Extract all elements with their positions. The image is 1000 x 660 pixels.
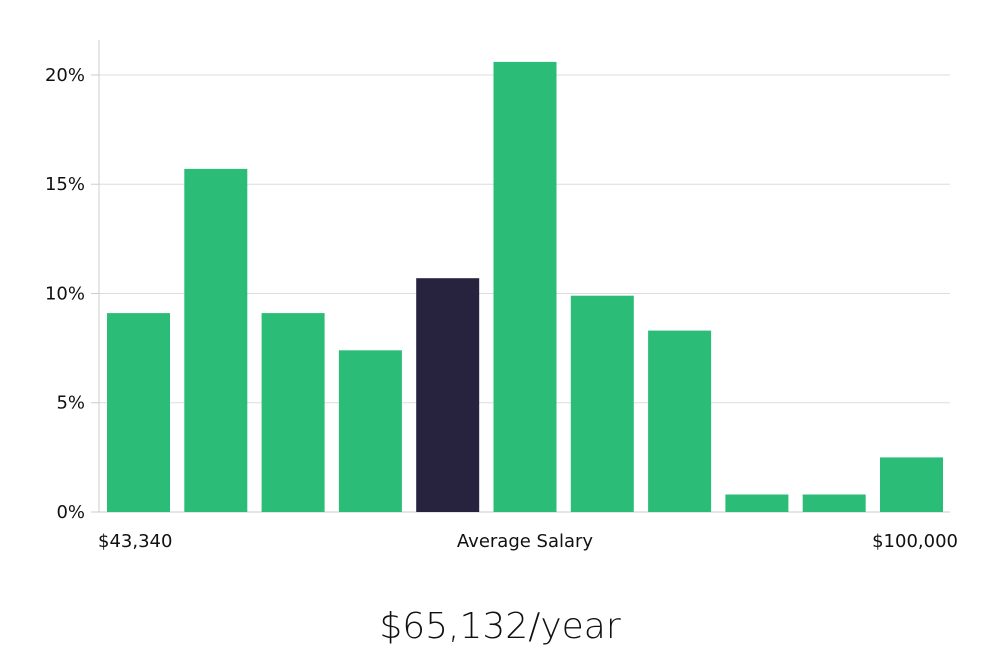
x-label-min: $43,340 (98, 531, 172, 552)
average-salary-value: $65,132/year (379, 606, 621, 647)
y-tick-label: 5% (56, 393, 85, 414)
bar (493, 61, 557, 513)
x-label-max: $100,000 (872, 531, 958, 552)
y-axis-ticks: 0% 5% 10% 15% 20% (45, 65, 99, 523)
bar-average-highlight (416, 278, 480, 512)
y-tick-label: 0% (56, 502, 85, 523)
bar (725, 494, 789, 512)
y-tick-label: 20% (45, 65, 85, 86)
bar (107, 313, 170, 512)
bar (261, 313, 325, 512)
x-label-average: Average Salary (457, 531, 594, 552)
bar (570, 295, 634, 512)
bar (184, 168, 248, 512)
y-tick-label: 10% (45, 283, 85, 304)
y-tick-label: 15% (45, 174, 85, 195)
bars (107, 61, 943, 513)
bar (338, 350, 402, 512)
bar (648, 330, 712, 512)
bar (802, 494, 866, 512)
bar (880, 457, 943, 512)
